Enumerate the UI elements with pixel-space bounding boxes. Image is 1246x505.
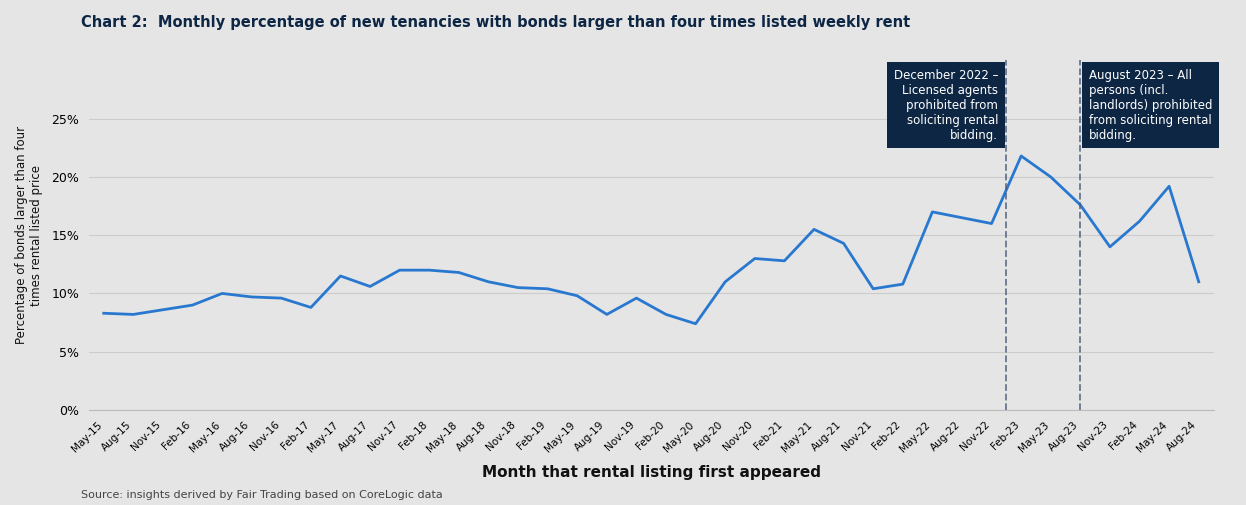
Y-axis label: Percentage of bonds larger than four
times rental listed price: Percentage of bonds larger than four tim…	[15, 126, 44, 344]
X-axis label: Month that rental listing first appeared: Month that rental listing first appeared	[482, 465, 821, 480]
Text: Chart 2:  Monthly percentage of new tenancies with bonds larger than four times : Chart 2: Monthly percentage of new tenan…	[81, 15, 911, 30]
Text: August 2023 – All
persons (incl.
landlords) prohibited
from soliciting rental
bi: August 2023 – All persons (incl. landlor…	[1089, 69, 1212, 142]
Text: Source: insights derived by Fair Trading based on CoreLogic data: Source: insights derived by Fair Trading…	[81, 490, 442, 500]
Text: December 2022 –
Licensed agents
prohibited from
soliciting rental
bidding.: December 2022 – Licensed agents prohibit…	[893, 69, 998, 142]
